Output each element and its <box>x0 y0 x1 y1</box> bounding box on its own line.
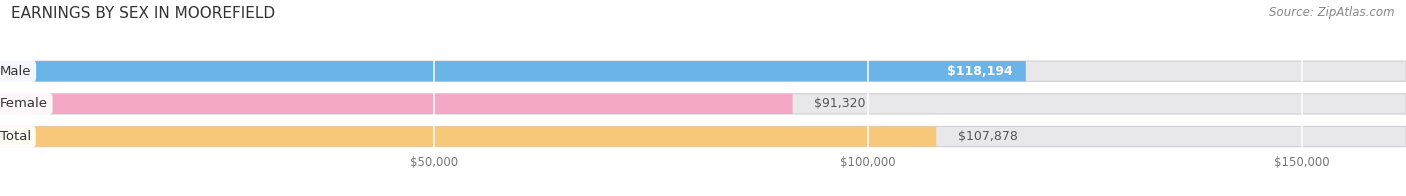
FancyBboxPatch shape <box>0 94 793 114</box>
FancyBboxPatch shape <box>0 126 1406 147</box>
Text: Male: Male <box>0 65 31 78</box>
Text: $91,320: $91,320 <box>814 97 866 110</box>
FancyBboxPatch shape <box>0 126 936 147</box>
Text: Source: ZipAtlas.com: Source: ZipAtlas.com <box>1270 6 1395 19</box>
Text: Total: Total <box>0 130 31 143</box>
Text: Female: Female <box>0 97 48 110</box>
FancyBboxPatch shape <box>0 61 1026 81</box>
Text: $118,194: $118,194 <box>948 65 1012 78</box>
Text: $107,878: $107,878 <box>957 130 1018 143</box>
FancyBboxPatch shape <box>0 61 1406 81</box>
FancyBboxPatch shape <box>0 94 1406 114</box>
Text: EARNINGS BY SEX IN MOOREFIELD: EARNINGS BY SEX IN MOOREFIELD <box>11 6 276 21</box>
